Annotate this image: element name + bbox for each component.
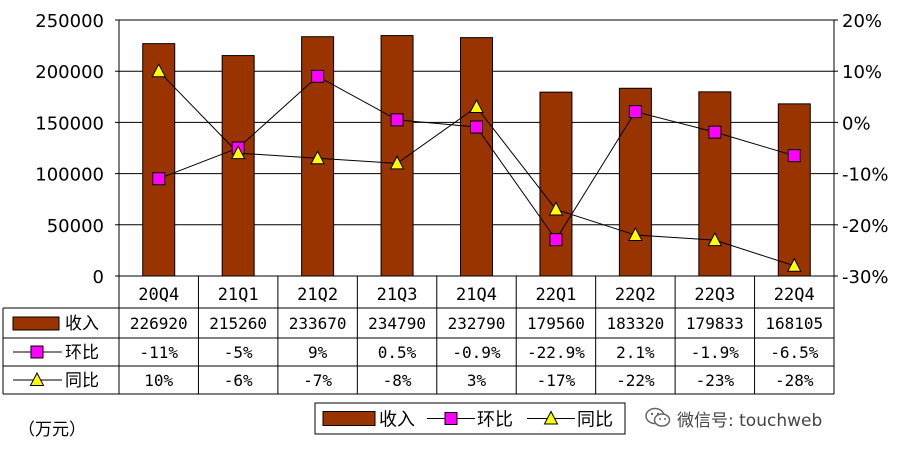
right-axis-tick-label: -20% — [842, 216, 889, 237]
yoy-point — [151, 63, 167, 78]
data-label: -7% — [303, 371, 332, 390]
yoy-point — [707, 232, 723, 247]
row-key-mom-marker — [30, 345, 44, 359]
yoy-point — [469, 98, 484, 114]
mom-point — [390, 113, 404, 127]
bar — [142, 43, 176, 277]
left-axis-tick-label: 150000 — [35, 113, 104, 134]
data-label: 9% — [308, 343, 328, 362]
left-axis-tick-label: 200000 — [35, 62, 104, 83]
mom-point — [549, 233, 563, 247]
watermark-text: 微信号: touchweb — [677, 410, 823, 431]
yoy-point — [786, 257, 802, 272]
x-tick-label: 22Q4 — [774, 285, 815, 305]
data-label: -23% — [696, 371, 735, 390]
data-label: 233670 — [289, 314, 347, 333]
data-label: -28% — [775, 371, 814, 390]
left-axis-tick-label: 100000 — [35, 165, 104, 186]
mom-point — [628, 105, 642, 119]
data-label: 10% — [144, 371, 173, 390]
row-label-yoy: 同比 — [65, 371, 99, 391]
left-axis-tick-label: 0 — [93, 267, 104, 288]
data-label: 0.5% — [378, 343, 417, 362]
row-label-mom: 环比 — [65, 343, 99, 363]
x-tick-label: 22Q2 — [615, 285, 656, 305]
data-label: 234790 — [368, 314, 426, 333]
yoy-point — [628, 226, 643, 242]
data-label: -8% — [383, 371, 412, 390]
x-tick-label: 22Q3 — [694, 285, 735, 305]
legend-key-mom-marker — [444, 412, 458, 425]
x-tick-label: 21Q4 — [456, 285, 497, 305]
mom-point — [787, 149, 801, 163]
data-label: 179560 — [527, 314, 585, 333]
unit-label: （万元） — [18, 420, 86, 440]
row-label-revenue: 收入 — [65, 314, 99, 334]
row-key-yoy-marker — [29, 371, 45, 386]
data-label: 215260 — [209, 314, 267, 333]
yoy-point — [548, 201, 564, 216]
right-axis-tick-label: -30% — [842, 267, 889, 288]
data-label: -5% — [224, 343, 253, 362]
x-tick-label: 21Q1 — [218, 285, 259, 305]
mom-point — [311, 69, 325, 83]
bar — [698, 91, 732, 277]
data-label: -17% — [537, 371, 576, 390]
data-label: 2.1% — [616, 343, 655, 362]
row-key-revenue — [12, 316, 60, 331]
bar — [618, 87, 652, 277]
legend-label-revenue: 收入 — [379, 410, 415, 431]
bar — [539, 91, 573, 277]
x-tick-label: 22Q1 — [535, 285, 576, 305]
data-label: -6% — [224, 371, 253, 390]
data-label: -6.5% — [770, 343, 819, 362]
data-label: 183320 — [606, 314, 664, 333]
data-label: 3% — [467, 371, 487, 390]
x-tick-label: 21Q3 — [377, 285, 418, 305]
yoy-point — [310, 150, 325, 165]
mom-point — [708, 125, 722, 139]
data-label: 226920 — [130, 314, 188, 333]
legend-key-yoy-marker — [543, 410, 559, 425]
bar — [777, 103, 811, 277]
data-label: -22% — [616, 371, 655, 390]
bar — [460, 37, 493, 277]
right-axis-tick-label: 20% — [842, 11, 882, 32]
data-label: -22.9% — [527, 343, 585, 362]
x-tick-label: 20Q4 — [138, 285, 179, 305]
wechat-icon — [645, 407, 671, 427]
data-label: -1.9% — [691, 343, 740, 362]
right-axis-tick-label: 10% — [842, 62, 882, 83]
legend-key-revenue — [322, 411, 376, 426]
data-label: -0.9% — [452, 343, 501, 362]
mom-point — [470, 120, 483, 134]
right-axis-tick-label: 0% — [842, 113, 871, 134]
left-axis-tick-label: 50000 — [47, 216, 104, 237]
legend-label-yoy: 同比 — [577, 410, 613, 431]
bar — [221, 55, 255, 277]
legend-label-mom: 环比 — [477, 410, 513, 431]
yoy-point — [389, 155, 405, 170]
x-tick-label: 21Q2 — [297, 285, 338, 305]
data-label: 168105 — [765, 314, 823, 333]
data-label: -11% — [139, 343, 178, 362]
data-label: 232790 — [448, 314, 506, 333]
right-axis-tick-label: -10% — [842, 165, 889, 186]
data-label: 179833 — [686, 314, 744, 333]
yoy-point — [230, 145, 246, 160]
left-axis-tick-label: 250000 — [35, 11, 104, 32]
watermark: 微信号: touchweb — [645, 404, 822, 432]
mom-point — [152, 172, 166, 186]
